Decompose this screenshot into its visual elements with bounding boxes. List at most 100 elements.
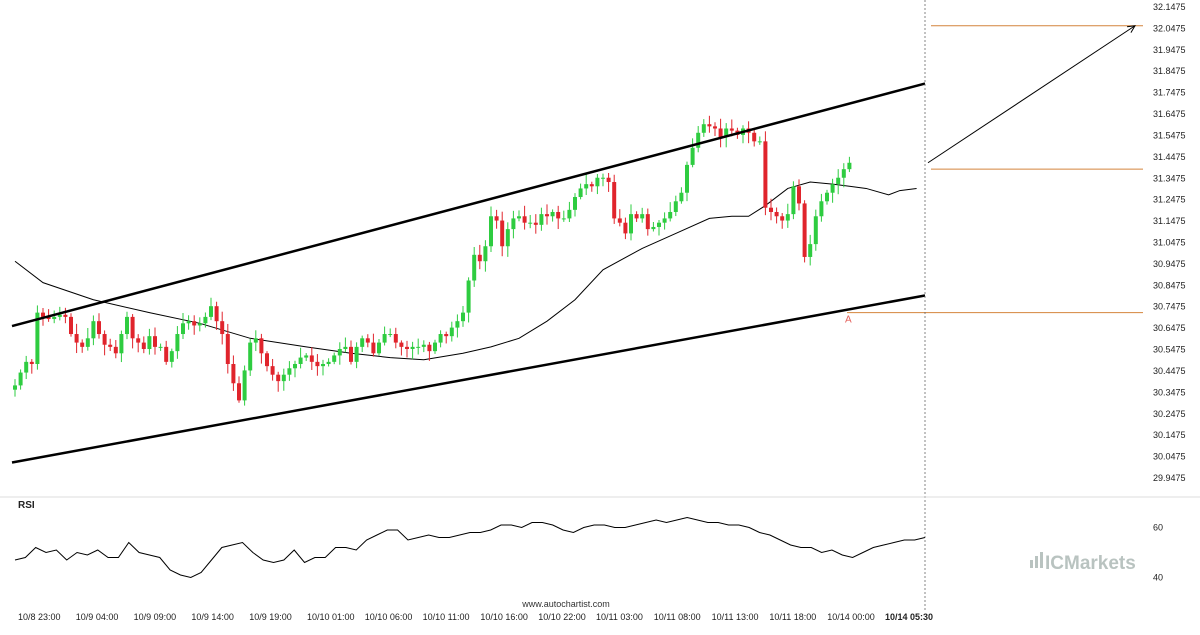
x-tick-label: 10/11 13:00 (712, 612, 759, 622)
candle-body (545, 214, 549, 217)
candle-body (85, 338, 90, 347)
candle-down (259, 333, 264, 364)
candle-body (169, 351, 174, 362)
point-a-label: A (845, 315, 852, 326)
candle-body (147, 336, 152, 350)
candle-up (455, 314, 460, 338)
candle-body (757, 141, 762, 143)
candle-body (57, 314, 62, 317)
candle-body (797, 186, 801, 204)
candle-body (248, 342, 253, 371)
candle-body (265, 353, 269, 367)
candle-down (797, 179, 801, 211)
candle-up (410, 341, 415, 360)
candle-body (242, 370, 247, 401)
channel-upper-line (11, 82, 926, 328)
candle-body (785, 214, 790, 221)
candle-up (539, 207, 544, 231)
candle-body (388, 334, 393, 336)
candle-down (365, 334, 370, 348)
candle-up (841, 163, 846, 188)
candle-body (35, 312, 40, 364)
candle-body (13, 385, 17, 390)
candle-body (130, 316, 135, 339)
candle-down (718, 118, 723, 148)
brand-name: ICMarkets (1045, 553, 1136, 574)
candle-up (91, 315, 96, 346)
candle-body (567, 209, 572, 219)
candle-down (477, 244, 482, 270)
candle-up (449, 321, 454, 342)
candle-body (343, 346, 348, 350)
candle-body (298, 357, 303, 364)
candle-down (427, 341, 432, 361)
candle-body (237, 383, 241, 401)
y-tick-label: 30.4475 (1153, 366, 1186, 376)
candle-body (802, 203, 807, 257)
candle-up (601, 173, 605, 187)
candle-body (595, 177, 600, 187)
candle-body (371, 342, 376, 354)
candle-body (29, 361, 34, 364)
candle-body (46, 316, 51, 320)
candle-body (438, 334, 443, 343)
candle-down (399, 340, 404, 356)
candle-up (125, 311, 129, 340)
candle-up (52, 310, 57, 324)
candle-body (80, 342, 85, 347)
candle-body (102, 334, 107, 345)
candle-body (421, 344, 426, 347)
candle-body (466, 280, 471, 313)
candle-body (393, 334, 398, 343)
candle-body (601, 177, 605, 179)
candle-down (141, 336, 146, 354)
candle-body (416, 346, 421, 348)
candle-up (203, 312, 208, 328)
candle-body (270, 366, 275, 375)
candle-up (690, 138, 695, 168)
candle-body (141, 342, 146, 350)
candle-body (52, 316, 57, 320)
candle-up (293, 360, 297, 378)
candle-body (623, 222, 628, 234)
candle-body (718, 128, 723, 138)
candle-up (421, 340, 426, 353)
y-tick-label: 31.5475 (1153, 130, 1186, 140)
candle-up (505, 222, 510, 257)
candle-down (774, 207, 779, 224)
candle-down (309, 347, 314, 370)
candle-body (321, 363, 325, 367)
candle-body (690, 147, 695, 165)
candle-body (326, 361, 331, 364)
y-tick-label: 30.6475 (1153, 323, 1186, 333)
candle-body (724, 128, 729, 138)
candle-up (242, 365, 247, 406)
candle-body (136, 338, 141, 343)
x-tick-label: 10/11 08:00 (654, 612, 701, 622)
y-tick-label: 30.2475 (1153, 409, 1186, 419)
levels-layer: A (845, 25, 1143, 326)
candle-up (248, 338, 253, 376)
candle-down (589, 181, 594, 192)
y-tick-label: 30.7475 (1153, 302, 1186, 312)
candle-down (634, 211, 639, 222)
candle-up (304, 353, 309, 362)
candle-down (74, 323, 79, 354)
candle-down (276, 371, 281, 392)
candle-up (438, 330, 443, 348)
rsi-line (14, 516, 926, 579)
candle-body (119, 334, 124, 354)
candle-body (634, 214, 639, 219)
candle-down (108, 338, 113, 352)
candle-body (522, 216, 527, 223)
x-tick-label: 10/9 19:00 (249, 612, 292, 622)
candle-body (701, 124, 706, 133)
candle-up (673, 195, 678, 217)
candle-up (119, 330, 124, 363)
candle-body (533, 222, 538, 225)
candle-body (293, 363, 297, 369)
brand-logo: ICMarkets (1030, 552, 1136, 574)
candle-down (220, 311, 225, 345)
candle-body (813, 216, 818, 245)
candle-body (259, 338, 264, 354)
